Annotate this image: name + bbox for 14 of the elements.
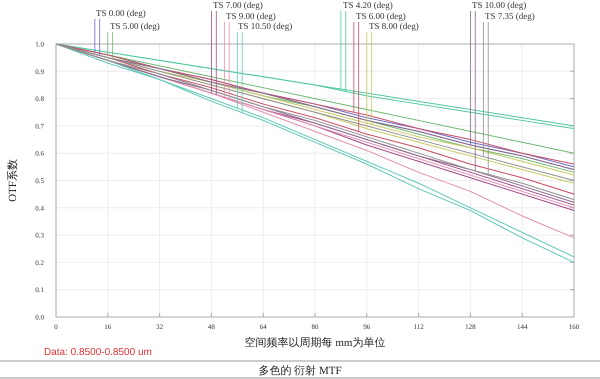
y-axis-title: OTF系数 bbox=[6, 159, 19, 202]
text: TS 9.00 (deg) bbox=[226, 11, 276, 21]
text: Data: 0.8500-0.8500 um bbox=[44, 347, 152, 358]
text: TS 5.00 (deg) bbox=[110, 21, 160, 31]
text: TS 7.00 (deg) bbox=[213, 0, 263, 10]
text: TS 10.00 (deg) bbox=[472, 0, 526, 10]
text: 多色的 衍射 MTF bbox=[258, 364, 342, 377]
text: TS 7.35 (deg) bbox=[485, 11, 535, 21]
text: TS 6.00 (deg) bbox=[356, 11, 406, 21]
text: TS 10.50 (deg) bbox=[238, 21, 292, 31]
text: TS 0.00 (deg) bbox=[96, 8, 146, 18]
text: TS 8.00 (deg) bbox=[369, 21, 419, 31]
x-axis-title: 空间频率以周期每 mm为单位 bbox=[244, 336, 386, 349]
text: TS 4.20 (deg) bbox=[343, 0, 393, 10]
